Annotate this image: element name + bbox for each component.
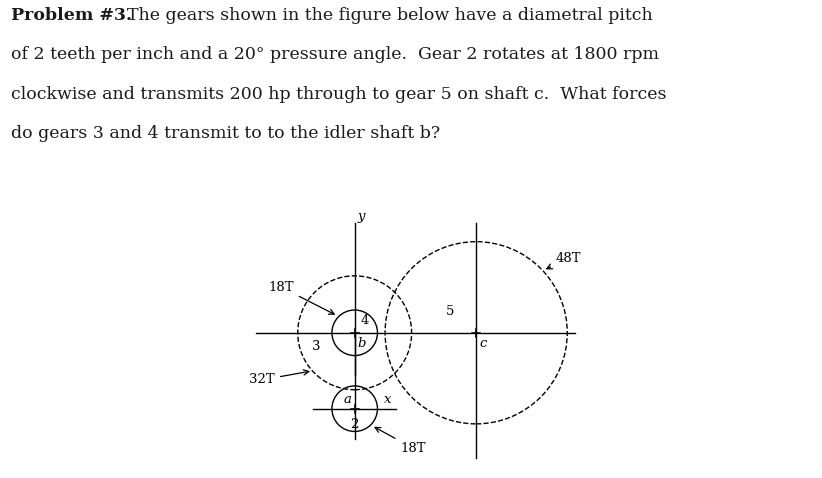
Text: 2: 2 xyxy=(350,418,359,431)
Text: a: a xyxy=(344,392,352,406)
Text: 48T: 48T xyxy=(547,252,581,269)
Text: c: c xyxy=(479,337,487,350)
Text: Problem #3.: Problem #3. xyxy=(11,7,132,24)
Text: 32T: 32T xyxy=(249,370,309,386)
Text: 3: 3 xyxy=(312,340,321,353)
Text: 5: 5 xyxy=(446,305,454,318)
Text: clockwise and transmits 200 hp through to gear 5 on shaft c.  What forces: clockwise and transmits 200 hp through t… xyxy=(11,86,666,103)
Text: 18T: 18T xyxy=(269,281,335,314)
Text: 4: 4 xyxy=(360,314,369,327)
Text: of 2 teeth per inch and a 20° pressure angle.  Gear 2 rotates at 1800 rpm: of 2 teeth per inch and a 20° pressure a… xyxy=(11,46,658,64)
Text: 18T: 18T xyxy=(375,427,426,455)
Text: b: b xyxy=(358,337,367,350)
Text: y: y xyxy=(358,210,365,223)
Text: x: x xyxy=(384,392,391,406)
Text: The gears shown in the figure below have a diametral pitch: The gears shown in the figure below have… xyxy=(116,7,653,24)
Text: do gears 3 and 4 transmit to to the idler shaft b?: do gears 3 and 4 transmit to to the idle… xyxy=(11,125,440,142)
